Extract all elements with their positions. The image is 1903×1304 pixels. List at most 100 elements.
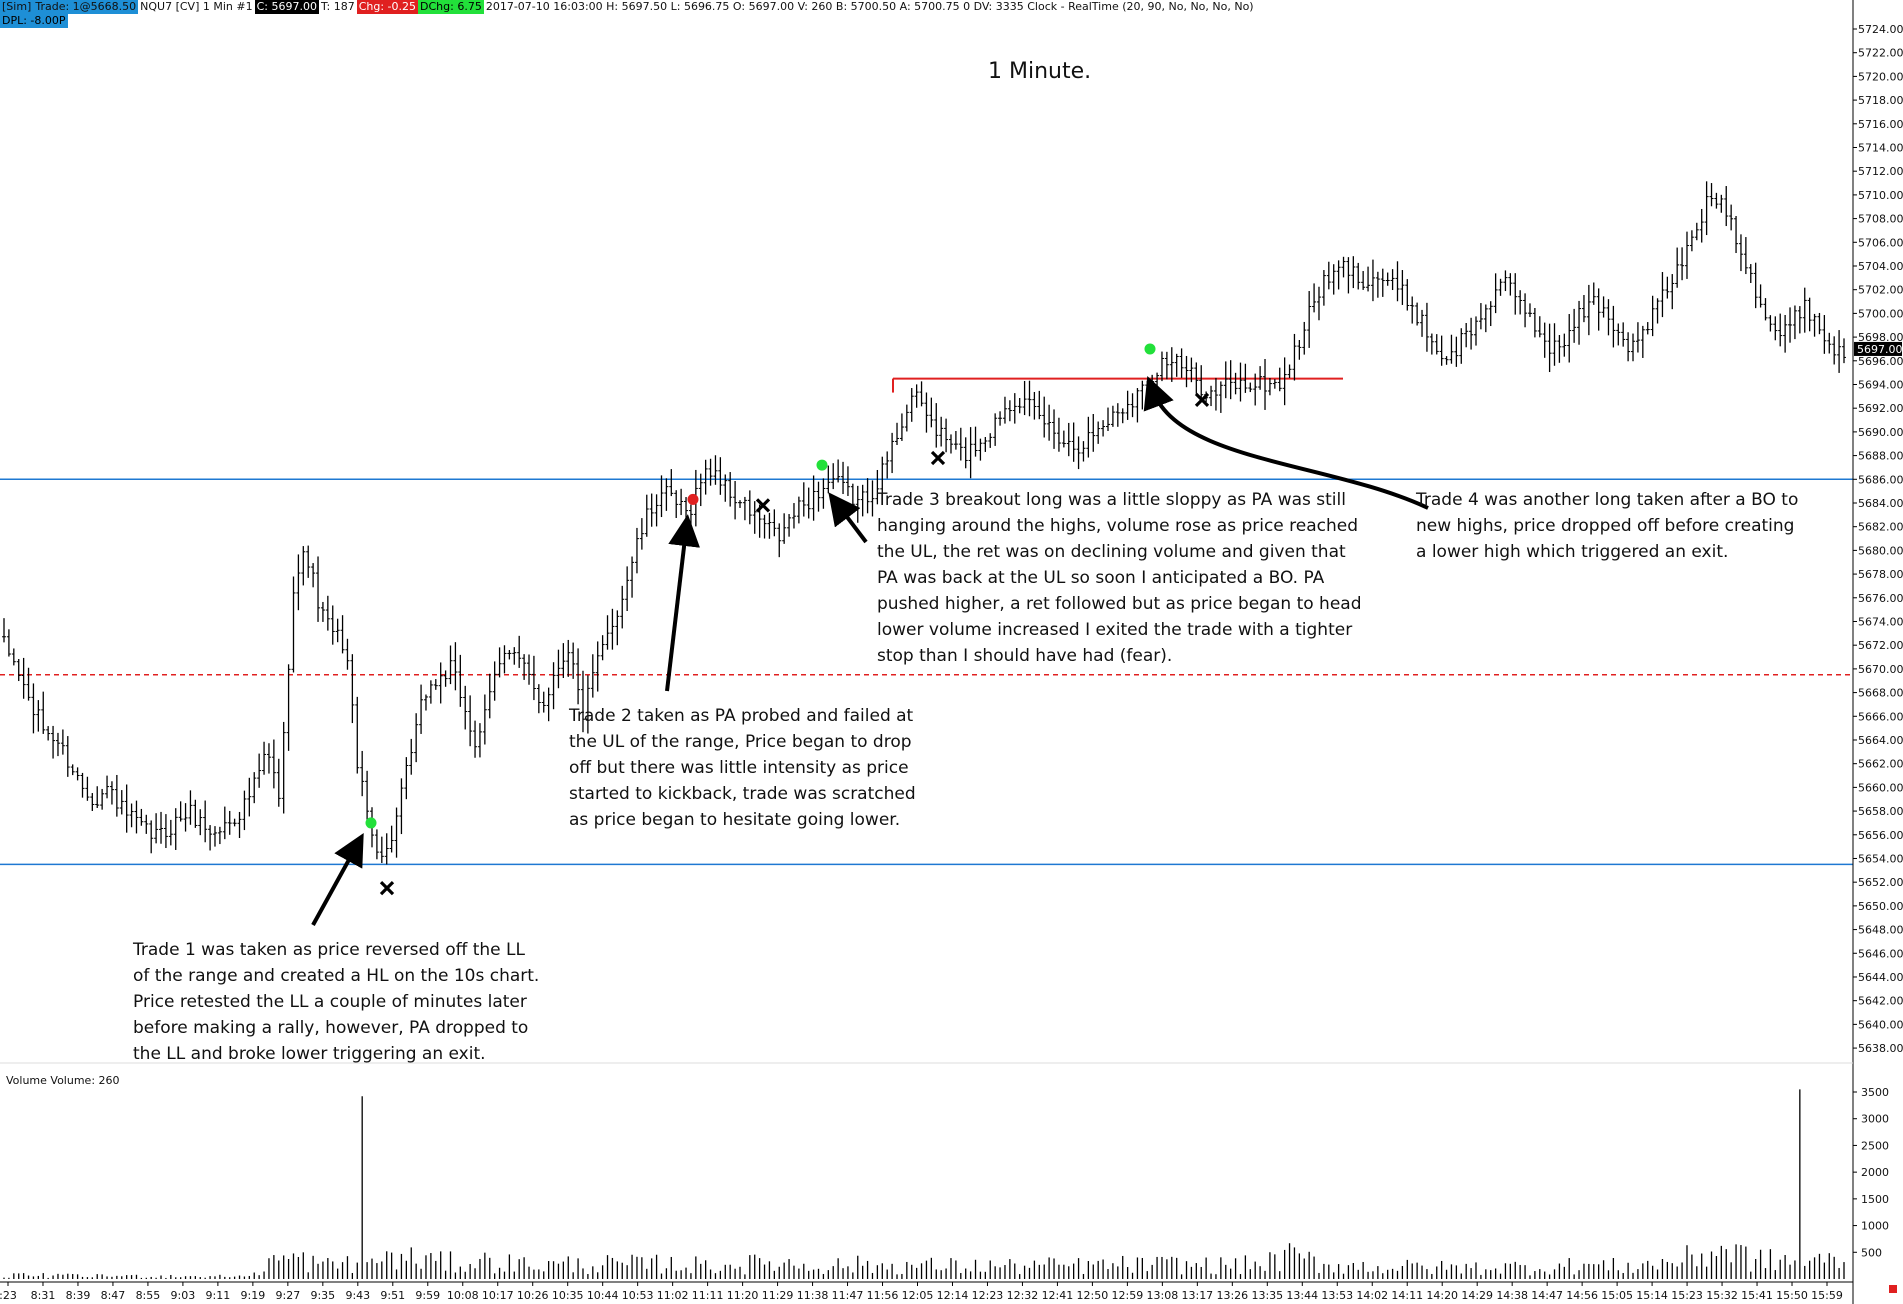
- volume-tick-label: 1500: [1861, 1193, 1889, 1206]
- volume-tick-label: 1000: [1861, 1220, 1889, 1233]
- time-tick-label: 14:02: [1356, 1289, 1388, 1302]
- price-tick-label: 5710.00: [1858, 189, 1903, 202]
- price-tick-label: 5680.00: [1858, 544, 1903, 557]
- bar-info: 2017-07-10 16:03:00 H: 5697.50 L: 5696.7…: [485, 0, 1254, 13]
- trade-markers: [365, 343, 1210, 896]
- chart-title: 1 Minute.: [988, 59, 1092, 84]
- price-tick-label: 5652.00: [1858, 876, 1903, 889]
- price-tick-label: 5696.00: [1858, 355, 1903, 368]
- price-tick-label: 5666.00: [1858, 710, 1903, 723]
- price-tick-label: 5684.00: [1858, 497, 1903, 510]
- trade3-entry-marker: [816, 459, 828, 471]
- time-tick-label: 9:51: [380, 1289, 405, 1302]
- horizontal-lines: [0, 377, 1853, 866]
- price-tick-label: 5638.00: [1858, 1042, 1903, 1055]
- instrument-label[interactable]: NQU7 [CV] 1 Min #1: [140, 0, 253, 13]
- time-tick-label: 12:05: [902, 1289, 934, 1302]
- time-tick-label: 11:47: [832, 1289, 864, 1302]
- time-tick-label: 13:26: [1216, 1289, 1248, 1302]
- time-tick-label: 13:35: [1251, 1289, 1283, 1302]
- time-axis[interactable]: :23 8:31 8:39 8:47 8:55 9:03 9:11 9:19 9:27 9:35 9…: [0, 1281, 1853, 1302]
- time-tick-label: 15:32: [1706, 1289, 1738, 1302]
- time-tick-label: 10:08: [447, 1289, 479, 1302]
- time-tick-label: 14:47: [1531, 1289, 1563, 1302]
- time-tick-label: 9:11: [206, 1289, 231, 1302]
- time-tick-label: 13:53: [1321, 1289, 1353, 1302]
- volume-tick-label: 2000: [1861, 1166, 1889, 1179]
- dpl-badge: DPL: -8.00P: [0, 14, 68, 28]
- price-tick-label: 5676.00: [1858, 592, 1903, 605]
- time-tick-label: 12:59: [1112, 1289, 1144, 1302]
- chart-header: [Sim] Trade: 1@5668.50 NQU7 [CV] 1 Min #…: [0, 0, 1256, 14]
- annotation-arrows: [311, 376, 1429, 926]
- price-tick-label: 5720.00: [1858, 70, 1903, 83]
- price-tick-label: 5686.00: [1858, 473, 1903, 486]
- trade4-annotation: Trade 4 was another long taken after a B…: [1416, 490, 1799, 562]
- time-tick-label: 10:35: [552, 1289, 584, 1302]
- price-tick-label: 5644.00: [1858, 971, 1903, 984]
- trade2-annotation: Trade 2 taken as PA probed and failed at…: [569, 706, 916, 830]
- price-tick-label: 5724.00: [1858, 23, 1903, 36]
- price-tick-label: 5702.00: [1858, 284, 1903, 297]
- time-tick-label: 12:14: [937, 1289, 969, 1302]
- time-tick-label: 11:11: [692, 1289, 724, 1302]
- price-tick-label: 5670.00: [1858, 663, 1903, 676]
- time-tick-label: 14:29: [1461, 1289, 1493, 1302]
- time-tick-label: 10:44: [587, 1289, 619, 1302]
- time-tick-label: :23: [0, 1289, 17, 1302]
- trade2-arrow: [665, 514, 701, 692]
- price-tick-label: 5704.00: [1858, 260, 1903, 273]
- trade3-arrow: [828, 492, 868, 544]
- price-tick-label: 5674.00: [1858, 615, 1903, 628]
- price-bars: [2, 181, 1846, 865]
- price-tick-label: 5708.00: [1858, 213, 1903, 226]
- time-tick-label: 13:17: [1181, 1289, 1213, 1302]
- time-tick-label: 15:50: [1776, 1289, 1808, 1302]
- change-label: Chg: -0.25: [356, 0, 419, 14]
- trade4-exit-marker: [1194, 392, 1210, 408]
- price-tick-label: 5640.00: [1858, 1018, 1903, 1031]
- time-tick-label: 12:32: [1007, 1289, 1039, 1302]
- time-tick-label: 11:56: [867, 1289, 899, 1302]
- time-tick-label: 15:59: [1811, 1289, 1843, 1302]
- price-tick-label: 5698.00: [1858, 331, 1903, 344]
- time-tick-label: 8:47: [101, 1289, 126, 1302]
- ticks-label: T: 187: [320, 0, 355, 13]
- trade1-arrow: [311, 832, 364, 926]
- price-tick-label: 5648.00: [1858, 924, 1903, 937]
- price-tick-label: 5700.00: [1858, 307, 1903, 320]
- price-axis[interactable]: 5638.00 5640.00 5642.00 5644.00 5646.00 5648.…: [1852, 0, 1903, 1304]
- time-tick-label: 11:20: [727, 1289, 759, 1302]
- time-tick-label: 14:56: [1566, 1289, 1598, 1302]
- time-tick-label: 12:50: [1077, 1289, 1109, 1302]
- price-tick-label: 5690.00: [1858, 426, 1903, 439]
- trade2-entry-marker: [687, 493, 699, 505]
- time-tick-label: 9:19: [241, 1289, 266, 1302]
- price-tick-label: 5706.00: [1858, 236, 1903, 249]
- trade2-exit-marker: [755, 498, 771, 513]
- trade4-arrow: [1143, 376, 1429, 510]
- trade1-annotation: Trade 1 was taken as price reversed off …: [133, 940, 540, 1064]
- volume-axis: 500 1000 1500 2000 2500 3000 3500: [0, 1062, 1897, 1293]
- trade3-exit-marker: [930, 450, 946, 466]
- close-label: C: 5697.00: [254, 0, 319, 14]
- time-tick-label: 15:23: [1671, 1289, 1703, 1302]
- time-tick-label: 10:17: [482, 1289, 514, 1302]
- price-tick-label: 5650.00: [1858, 900, 1903, 913]
- price-tick-label: 5694.00: [1858, 378, 1903, 391]
- time-tick-label: 11:02: [657, 1289, 689, 1302]
- status-indicator: [1889, 1285, 1897, 1293]
- time-tick-label: 15:05: [1601, 1289, 1633, 1302]
- trade4-entry-marker: [1144, 343, 1156, 355]
- price-tick-label: 5662.00: [1858, 758, 1903, 771]
- time-tick-label: 9:59: [415, 1289, 440, 1302]
- time-tick-label: 11:29: [762, 1289, 794, 1302]
- time-tick-label: 8:55: [136, 1289, 161, 1302]
- time-tick-label: 10:26: [517, 1289, 549, 1302]
- price-tick-label: 5712.00: [1858, 165, 1903, 178]
- daily-change-label: DChg: 6.75: [418, 0, 484, 14]
- time-tick-label: 14:20: [1426, 1289, 1458, 1302]
- price-tick-label: 5658.00: [1858, 805, 1903, 818]
- time-tick-label: 14:11: [1391, 1289, 1423, 1302]
- volume-bars: [3, 1089, 1845, 1279]
